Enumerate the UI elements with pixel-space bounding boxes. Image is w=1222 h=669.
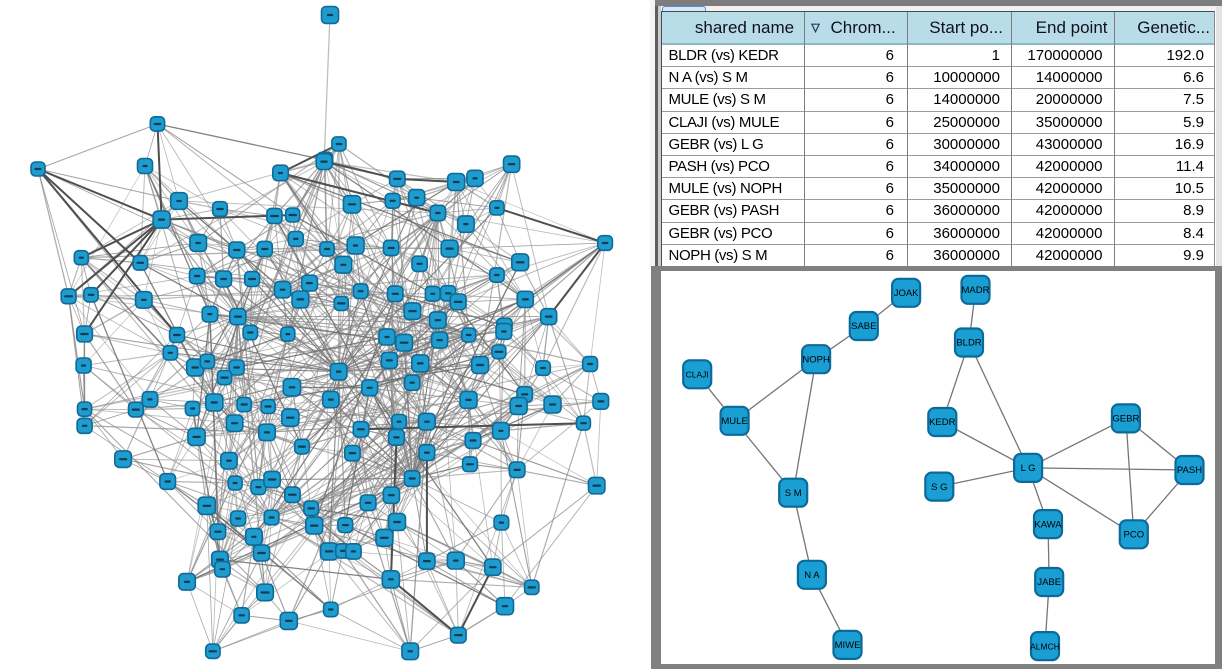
svg-text:ALMCH: ALMCH xyxy=(1030,641,1060,651)
svg-text:S M: S M xyxy=(784,488,801,499)
svg-text:SABE: SABE xyxy=(851,321,876,332)
svg-text:BLDR: BLDR xyxy=(956,338,981,349)
svg-text:MIWE: MIWE xyxy=(834,640,860,651)
svg-text:NOPH: NOPH xyxy=(802,354,830,365)
svg-text:L G: L G xyxy=(1020,463,1035,474)
svg-text:KEDR: KEDR xyxy=(929,417,956,428)
svg-text:GEBR: GEBR xyxy=(1112,414,1139,425)
svg-text:JABE: JABE xyxy=(1037,577,1061,588)
svg-text:JOAK: JOAK xyxy=(893,288,918,299)
svg-text:S G: S G xyxy=(931,482,947,493)
svg-text:N A: N A xyxy=(804,570,820,581)
svg-text:MULE: MULE xyxy=(721,416,747,427)
svg-text:PASH: PASH xyxy=(1176,465,1201,476)
svg-text:KAWA: KAWA xyxy=(1034,519,1062,530)
svg-text:CLAJI: CLAJI xyxy=(685,370,708,380)
svg-text:PCO: PCO xyxy=(1123,530,1144,541)
svg-text:MADR: MADR xyxy=(961,285,989,296)
